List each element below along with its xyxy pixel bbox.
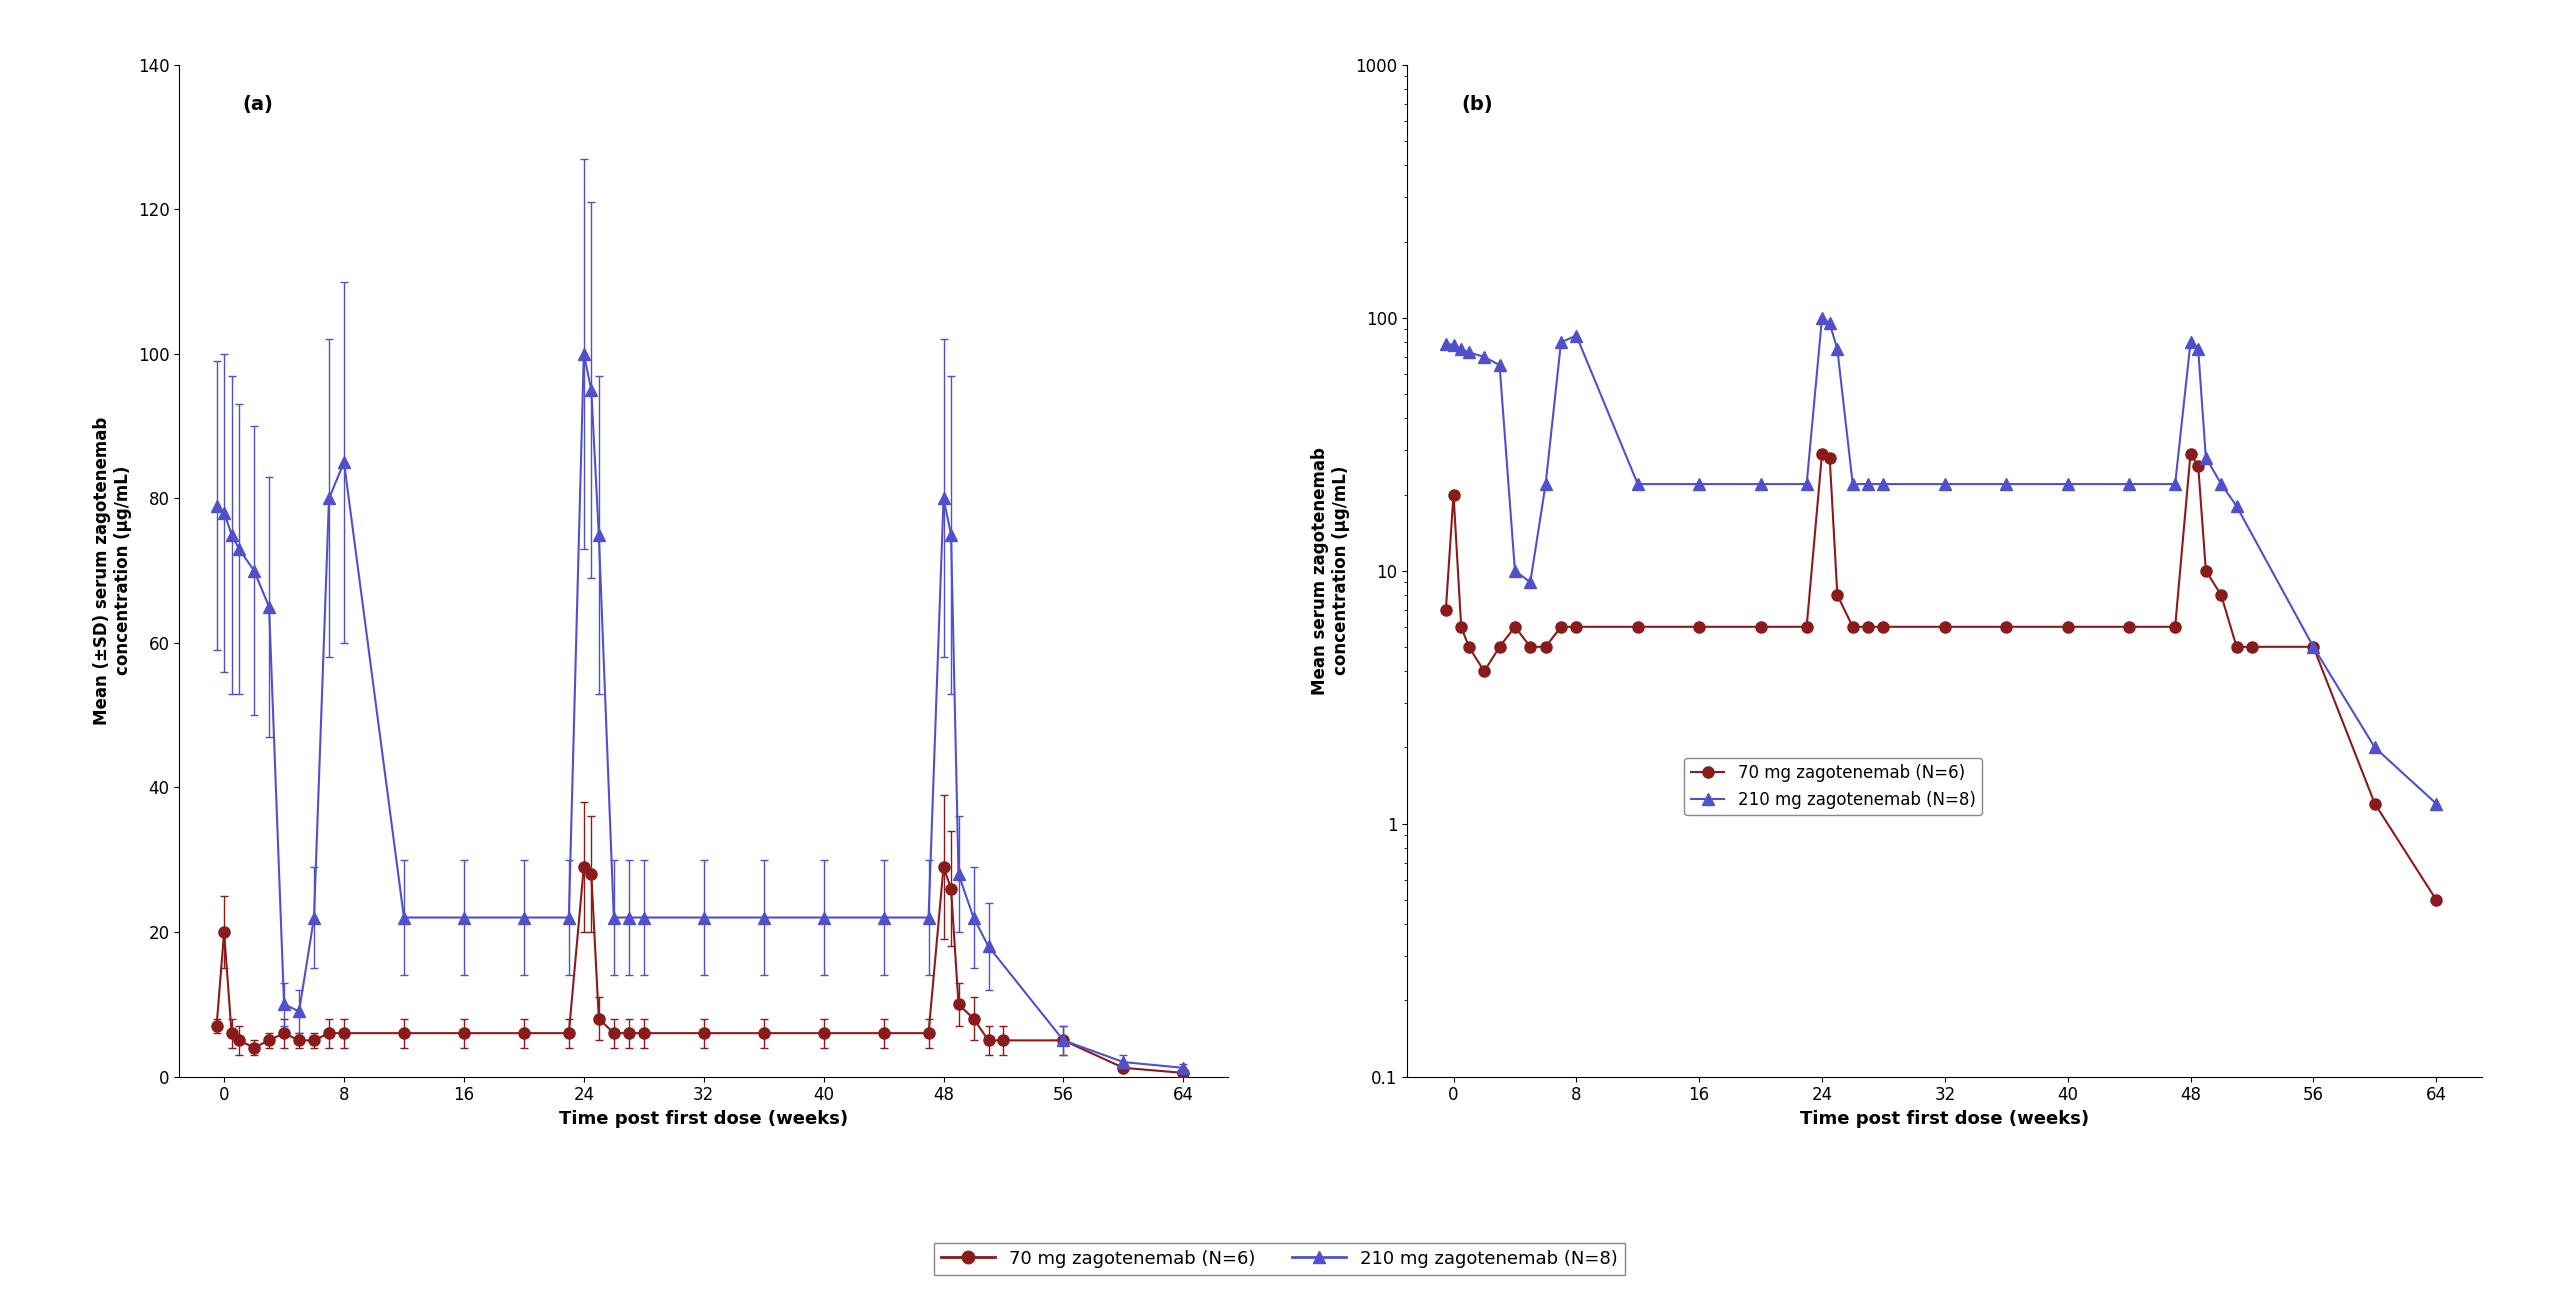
Text: (a): (a) [243,95,274,114]
X-axis label: Time post first dose (weeks): Time post first dose (weeks) [560,1110,847,1128]
Legend: 70 mg zagotenemab (N=6), 210 mg zagotenemab (N=8): 70 mg zagotenemab (N=6), 210 mg zagotene… [934,1243,1625,1275]
Y-axis label: Mean (±SD) serum zagotenemab
concentration (µg/mL): Mean (±SD) serum zagotenemab concentrati… [92,416,133,725]
Text: (b): (b) [1461,95,1492,114]
Legend: 70 mg zagotenemab (N=6), 210 mg zagotenemab (N=8): 70 mg zagotenemab (N=6), 210 mg zagotene… [1684,757,1983,816]
X-axis label: Time post first dose (weeks): Time post first dose (weeks) [1802,1110,2088,1128]
Y-axis label: Mean serum zagotenemab
concentration (µg/mL): Mean serum zagotenemab concentration (µg… [1310,446,1351,695]
